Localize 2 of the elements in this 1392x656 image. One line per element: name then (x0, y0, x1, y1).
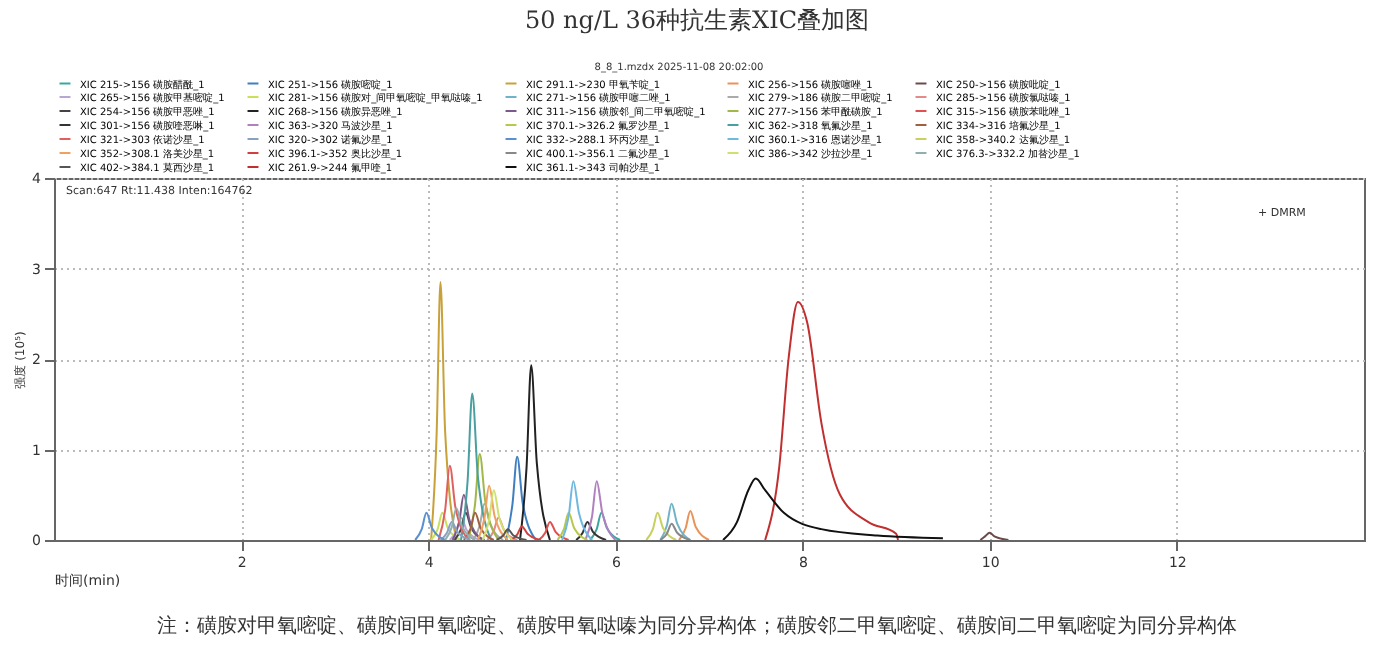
chart-title: 50 ng/L 36种抗生素XIC叠加图 (524, 6, 870, 34)
text: 注：磺胺对甲氧嘧啶、磺胺间甲氧嘧啶、磺胺甲氧哒嗪为同分异构体；磺胺邻二甲氧嘧啶、磺胺间二甲氧嘧啶为同分异构体 (157, 614, 1237, 638)
